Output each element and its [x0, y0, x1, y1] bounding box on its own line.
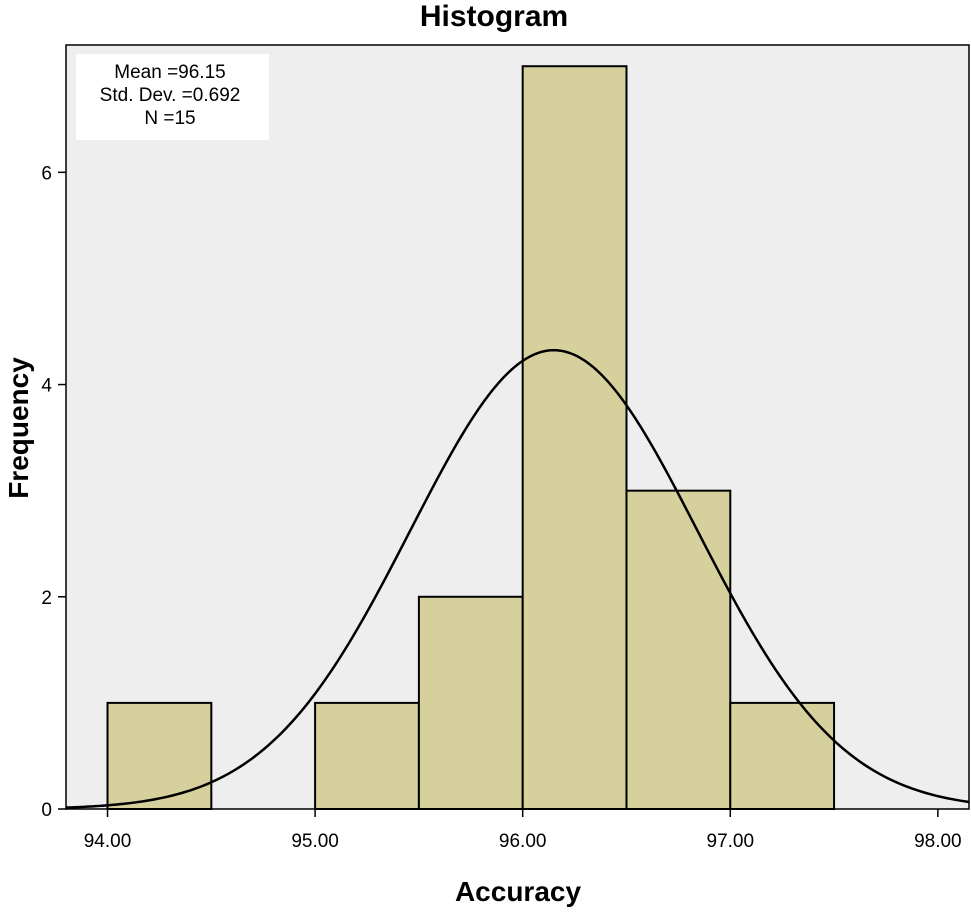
y-tick-label: 4: [41, 376, 52, 397]
y-axis: 0 2 4 6: [41, 163, 66, 821]
x-tick-label: 98.00: [914, 831, 962, 852]
x-axis: 94.00 95.00 96.00 97.00 98.00: [84, 809, 962, 852]
stats-n: N =15: [144, 108, 195, 129]
x-tick-label: 95.00: [291, 831, 339, 852]
y-axis-label: Frequency: [3, 357, 34, 499]
x-tick-label: 94.00: [84, 831, 132, 852]
x-axis-label: Accuracy: [455, 876, 582, 907]
histogram-bar: [521, 65, 628, 810]
plot-frame: [65, 44, 970, 810]
chart-title: Histogram: [420, 0, 568, 33]
y-tick-label: 6: [41, 163, 52, 184]
histogram-bar: [106, 701, 213, 811]
stats-std-dev: Std. Dev. =0.692: [100, 85, 241, 106]
y-tick-label: 0: [41, 800, 52, 821]
histogram-bar: [417, 595, 524, 810]
stats-mean: Mean =96.15: [114, 62, 225, 83]
y-tick-label: 2: [41, 588, 52, 609]
histogram-bar: [729, 701, 836, 811]
normal-curve: [65, 348, 970, 809]
bars-layer: [106, 65, 836, 811]
histogram-bar: [314, 701, 420, 811]
stats-box: Mean =96.15 Std. Dev. =0.692 N =15: [76, 54, 269, 140]
x-tick-label: 96.00: [499, 831, 547, 852]
x-tick-label: 97.00: [707, 831, 755, 852]
histogram-bar: [625, 489, 732, 810]
stats-box-background: [76, 54, 269, 140]
